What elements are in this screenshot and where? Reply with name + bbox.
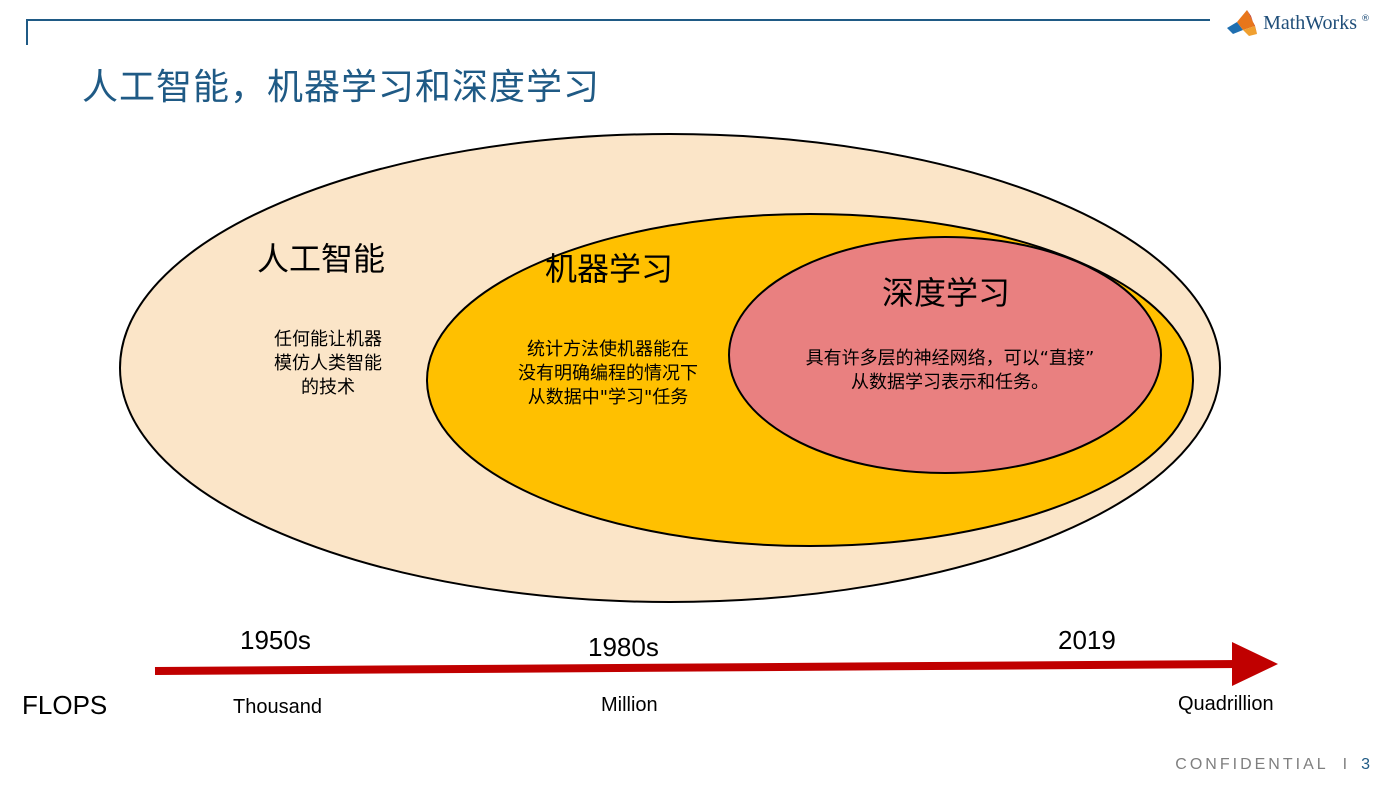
ai-title: 人工智能 — [257, 240, 386, 278]
mathworks-logo: MathWorks ® — [1225, 8, 1370, 38]
year-1950s: 1950s — [240, 625, 311, 655]
scale-million: Million — [601, 694, 658, 716]
dl-title: 深度学习 — [882, 274, 1011, 312]
page-number: 3 — [1361, 756, 1370, 773]
dl-ellipse — [728, 236, 1162, 474]
confidential-label: CONFIDENTIAL — [1175, 756, 1329, 773]
header-rule-tick — [26, 19, 28, 45]
ai-description: 任何能让机器 模仿人类智能 的技术 — [274, 329, 382, 398]
logo-registered: ® — [1361, 14, 1370, 24]
footer-separator: I — [1342, 756, 1348, 773]
timeline-arrow-shaft — [154, 660, 1241, 675]
year-1980s: 1980s — [588, 632, 659, 662]
membrane-icon — [1227, 10, 1258, 36]
footer: CONFIDENTIAL I 3 — [1175, 756, 1370, 774]
ml-title: 机器学习 — [545, 250, 674, 288]
logo-text: MathWorks — [1263, 11, 1357, 34]
year-2019: 2019 — [1058, 625, 1116, 655]
scale-quadrillion: Quadrillion — [1178, 693, 1274, 715]
flops-label: FLOPS — [22, 690, 108, 720]
dl-description: 具有许多层的神经网络，可以“直接” 从数据学习表示和任务。 — [805, 348, 1095, 393]
timeline-arrow-head — [1232, 642, 1278, 686]
page-title: 人工智能，机器学习和深度学习 — [82, 67, 601, 108]
scale-thousand: Thousand — [233, 696, 322, 718]
ml-description: 统计方法使机器能在 没有明确编程的情况下 从数据中"学习"任务 — [518, 339, 698, 408]
header-rule — [26, 19, 1210, 21]
